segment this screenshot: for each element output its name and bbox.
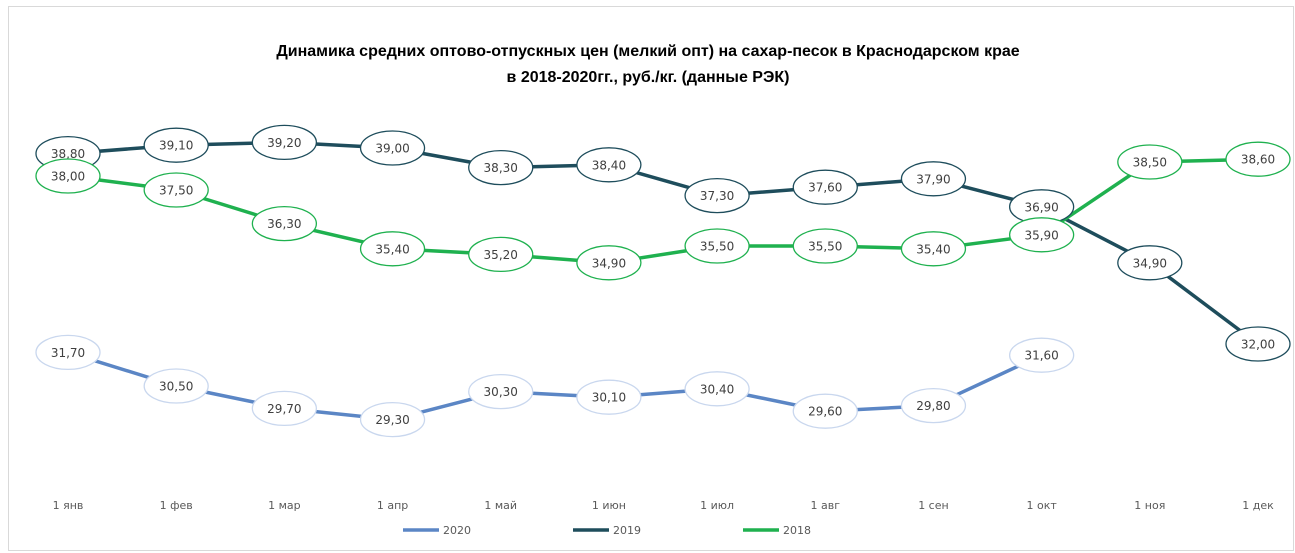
data-label: 35,90 — [1024, 228, 1058, 242]
data-label: 38,60 — [1241, 153, 1275, 167]
data-label: 32,00 — [1241, 338, 1275, 352]
data-label: 37,50 — [159, 184, 193, 198]
legend-label: 2020 — [443, 524, 471, 537]
data-label: 34,90 — [1133, 256, 1167, 270]
label-bubble — [35, 158, 101, 194]
chart-title: в 2018-2020гг., руб./кг. (данные РЭК) — [507, 69, 790, 86]
label-bubble — [251, 390, 318, 427]
label-bubble — [900, 387, 967, 424]
label-bubble — [359, 130, 426, 166]
x-tick-label: 1 дек — [1242, 499, 1274, 512]
data-label: 30,40 — [700, 382, 734, 396]
x-tick-label: 1 сен — [918, 499, 949, 512]
label-bubble — [143, 172, 209, 208]
label-bubble — [143, 368, 209, 404]
data-label: 37,30 — [700, 189, 734, 203]
label-bubble — [684, 228, 750, 264]
label-bubble — [1225, 326, 1291, 362]
label-bubble — [684, 177, 750, 214]
data-label: 36,90 — [1024, 200, 1058, 214]
x-tick-label: 1 май — [484, 499, 517, 512]
x-tick-label: 1 июн — [592, 499, 626, 512]
label-bubble — [1117, 245, 1183, 281]
data-label: 29,30 — [375, 413, 409, 427]
data-label: 29,80 — [916, 399, 950, 413]
data-label: 38,00 — [51, 170, 85, 184]
data-label: 38,30 — [484, 161, 518, 175]
x-tick-label: 1 янв — [53, 499, 84, 512]
chart-border — [8, 6, 1294, 551]
data-label: 39,20 — [267, 136, 301, 150]
data-label: 37,90 — [916, 172, 950, 186]
data-label: 34,90 — [592, 256, 626, 270]
data-label: 35,50 — [808, 240, 842, 254]
data-label: 39,10 — [159, 139, 193, 153]
label-bubble — [251, 205, 318, 242]
label-bubble — [1117, 144, 1183, 180]
chart-title: Динамика средних оптово-отпускных цен (м… — [276, 43, 1019, 60]
data-label: 30,50 — [159, 380, 193, 394]
x-tick-label: 1 апр — [377, 499, 408, 512]
label-bubble — [1008, 217, 1075, 253]
label-bubble — [576, 245, 642, 281]
data-label: 30,10 — [592, 391, 626, 405]
label-bubble — [576, 379, 642, 415]
label-bubble — [792, 228, 858, 264]
legend-label: 2018 — [783, 524, 811, 537]
x-tick-label: 1 мар — [268, 499, 301, 512]
label-bubble — [1008, 337, 1075, 373]
label-bubble — [468, 373, 534, 410]
label-bubble — [251, 124, 318, 161]
data-label: 38,80 — [51, 147, 85, 161]
label-bubble — [359, 231, 426, 267]
data-label: 38,40 — [592, 158, 626, 172]
x-tick-label: 1 авг — [811, 499, 841, 512]
data-label: 31,60 — [1024, 349, 1058, 363]
data-label: 31,70 — [51, 346, 85, 360]
data-label: 35,50 — [700, 240, 734, 254]
data-label: 35,40 — [375, 242, 409, 256]
data-label: 38,50 — [1133, 156, 1167, 170]
x-tick-label: 1 окт — [1026, 499, 1057, 512]
label-bubble — [900, 161, 967, 197]
x-tick-label: 1 ноя — [1134, 499, 1165, 512]
x-tick-label: 1 фев — [160, 499, 193, 512]
data-label: 37,60 — [808, 181, 842, 195]
label-bubble — [143, 127, 209, 163]
label-bubble — [359, 401, 426, 438]
data-label: 39,00 — [375, 142, 409, 156]
data-label: 29,70 — [267, 402, 301, 416]
label-bubble — [1225, 141, 1291, 177]
data-label: 36,30 — [267, 217, 301, 231]
data-label: 29,60 — [808, 405, 842, 419]
label-bubble — [576, 147, 642, 183]
label-bubble — [468, 149, 534, 186]
label-bubble — [468, 236, 534, 273]
series-line — [67, 350, 1043, 422]
label-bubble — [35, 334, 101, 371]
data-label: 35,20 — [484, 248, 518, 262]
label-bubble — [684, 371, 750, 407]
label-bubble — [792, 393, 858, 429]
data-label: 35,40 — [916, 242, 950, 256]
x-tick-label: 1 июл — [700, 499, 734, 512]
label-bubble — [900, 231, 967, 267]
data-label: 30,30 — [484, 385, 518, 399]
label-bubble — [792, 169, 858, 205]
legend-label: 2019 — [613, 524, 641, 537]
